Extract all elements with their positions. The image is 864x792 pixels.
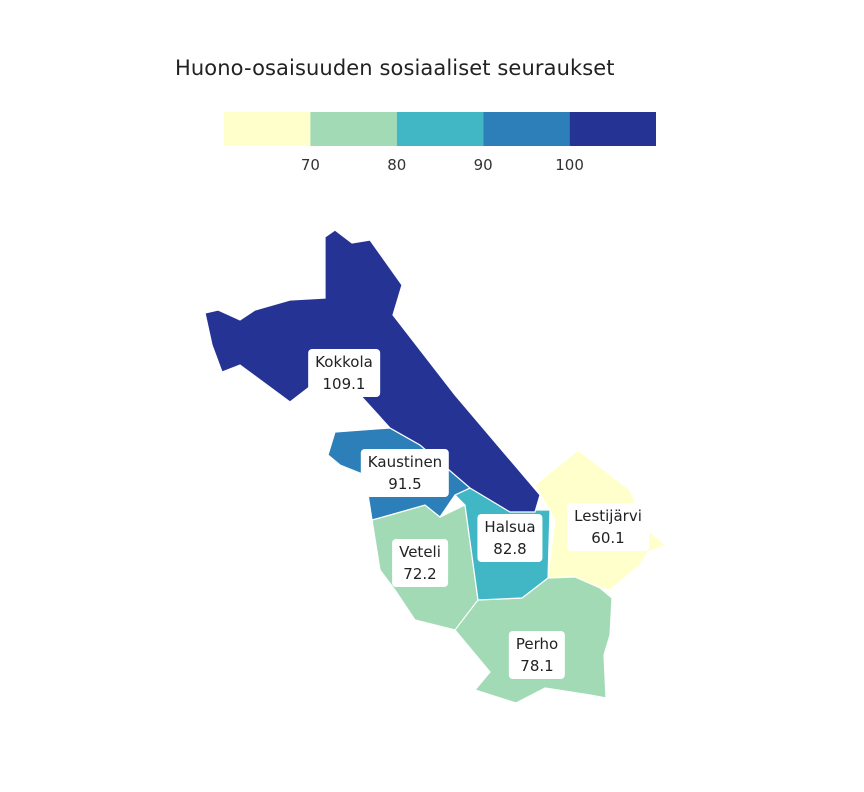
region-name: Kaustinen <box>367 453 443 471</box>
region-label: Perho 78.1 <box>508 631 566 679</box>
region-name: Kokkola <box>315 353 373 371</box>
region-value: 91.5 <box>388 475 422 493</box>
region-name: Lestijärvi <box>574 507 642 525</box>
region-value: 109.1 <box>322 375 366 393</box>
map-title: Huono-osaisuuden sosiaaliset seuraukset <box>175 56 615 80</box>
region-value: 82.8 <box>493 540 527 558</box>
region-label: Kaustinen 91.5 <box>360 449 450 497</box>
region-label: Veteli 72.2 <box>392 539 448 587</box>
region-name: Halsua <box>484 518 536 536</box>
region-value: 78.1 <box>520 657 554 675</box>
region-name: Veteli <box>399 543 441 561</box>
region-value: 72.2 <box>403 565 437 583</box>
region-label: Halsua 82.8 <box>477 514 543 562</box>
region-label: Kokkola 109.1 <box>308 349 380 397</box>
region-value: 60.1 <box>591 529 625 547</box>
region-label: Lestijärvi 60.1 <box>567 503 649 551</box>
region-name: Perho <box>515 635 559 653</box>
